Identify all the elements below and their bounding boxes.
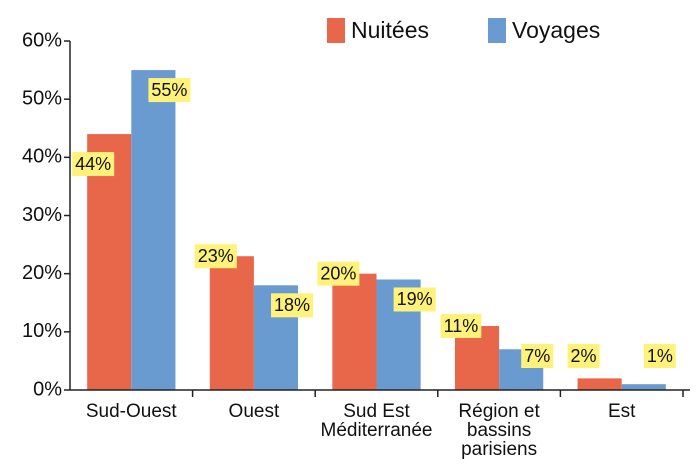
value-label-box [440,314,482,339]
y-tick-label: 10% [22,320,62,342]
value-label-text: 55% [151,80,187,100]
y-tick-label: 50% [22,87,62,109]
value-label-text: 44% [75,154,111,174]
x-tick-label: parisiens [461,439,537,460]
value-label-box [521,344,554,368]
y-tick-label: 20% [22,262,62,284]
x-tick-label: bassins [467,420,531,441]
value-label: 23% [194,244,237,269]
bar [621,384,666,390]
value-label-text: 11% [444,316,479,336]
value-label: 7% [521,344,554,368]
bar [87,134,132,390]
value-label-text: 2% [571,346,597,366]
value-label-text: 19% [397,289,433,309]
legend-label: Voyages [512,17,600,43]
bar [577,378,622,390]
value-label-text: 18% [274,295,310,315]
y-tick-label: 0% [33,378,62,400]
x-tick-label: Méditerranée [321,420,433,441]
legend-label: Nuitées [351,17,429,43]
value-label: 44% [72,152,115,177]
x-tick-label: Sud Est [343,401,410,422]
value-label-box [72,152,115,177]
value-label-box [393,287,436,312]
bar [131,70,176,390]
y-tick-label: 60% [22,29,62,51]
y-tick-label: 40% [22,146,62,168]
legend-swatch [488,18,506,43]
value-label-box [567,344,600,368]
y-tick-label: 30% [22,204,62,226]
bar [209,256,254,390]
x-tick-label: Ouest [229,401,280,422]
value-label: 11% [440,314,482,339]
value-label: 55% [148,78,191,103]
legend-swatch [327,18,345,43]
value-label-box [643,344,676,368]
value-label-text: 20% [320,263,356,283]
value-label-box [194,244,237,269]
value-label-box [271,293,314,318]
x-tick-label: Sud-Ouest [86,401,178,422]
value-label-text: 7% [524,346,550,366]
x-tick-label: Région et [458,401,540,422]
bar [332,273,377,390]
value-label-box [317,261,360,286]
x-tick-label: Est [608,401,636,422]
value-label-text: 23% [198,246,234,266]
value-label: 2% [567,344,600,368]
value-label: 19% [393,287,436,312]
value-label: 18% [271,293,314,318]
value-label-box [148,78,191,103]
value-label: 20% [317,261,360,286]
value-label-text: 1% [647,346,673,366]
value-label: 1% [643,344,676,368]
